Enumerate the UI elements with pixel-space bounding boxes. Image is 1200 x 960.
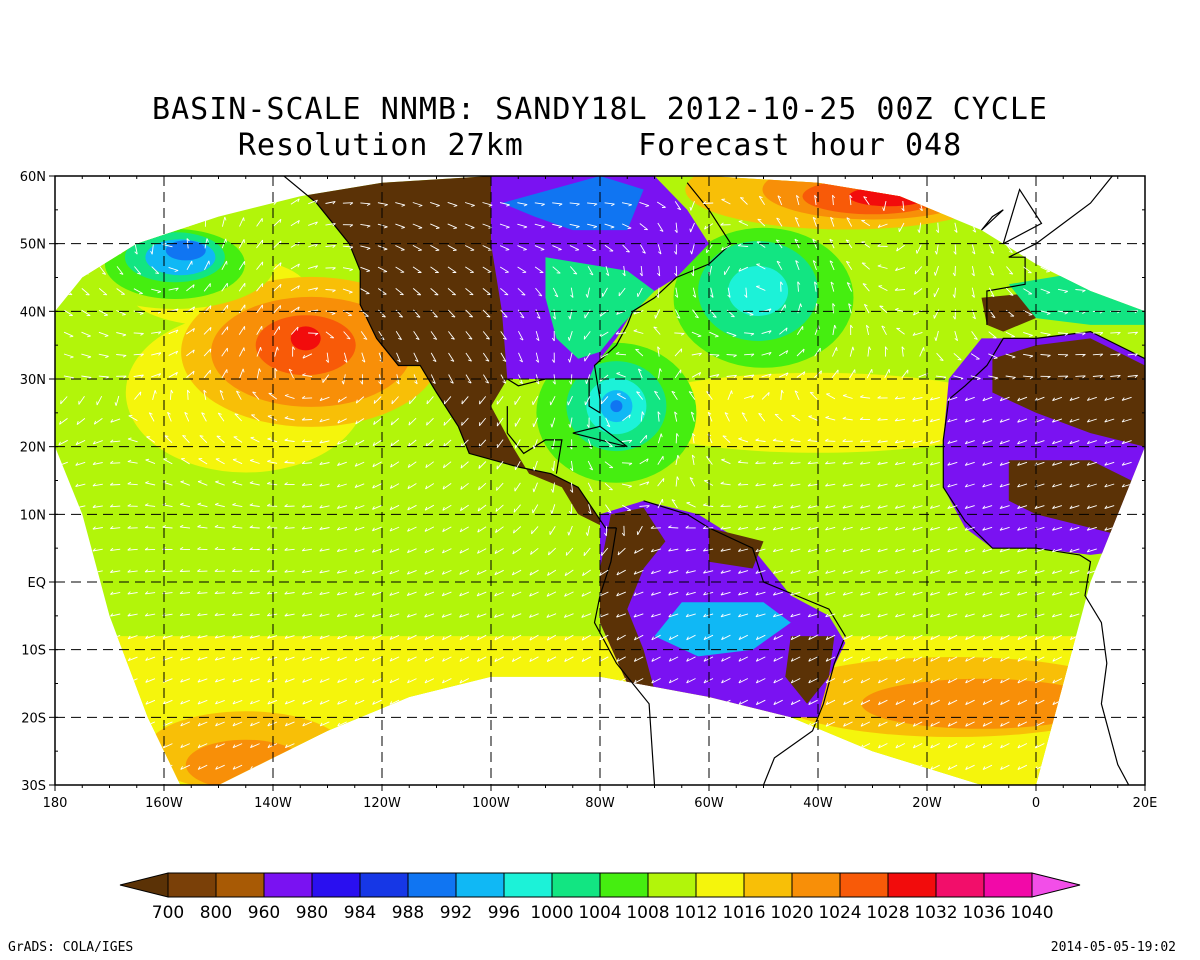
x-tick-label: 40W	[803, 796, 833, 811]
colorbar-swatch	[743, 872, 793, 898]
x-tick-label: 60W	[694, 796, 724, 811]
colorbar-level-label: 984	[344, 903, 376, 923]
chart-subtitle: Resolution 27km Forecast hour 048	[237, 128, 963, 163]
north-atlantic-1016	[618, 372, 1018, 453]
colorbar-swatch	[359, 872, 409, 898]
colorbar-swatch	[983, 872, 1033, 898]
land-guiana	[709, 527, 764, 569]
grid-lines	[55, 176, 1145, 785]
colorbar-level-label: 1020	[770, 903, 813, 923]
colorbar-level-label: 1036	[962, 903, 1005, 923]
colorbar-end-high	[1031, 872, 1081, 898]
x-tick-label: 20W	[912, 796, 942, 811]
coast-africa-west	[942, 439, 1130, 785]
pacific-high-1032	[290, 326, 321, 351]
colorbar-swatch	[887, 872, 937, 898]
colorbar-level-label: 1004	[578, 903, 621, 923]
sandy-992	[610, 400, 623, 413]
colorbar-swatch	[455, 872, 505, 898]
colorbar: 700 800 960 980 984 988 992 996 1000 1004 1008 1012…	[119, 872, 1081, 923]
colorbar-level-label: 980	[296, 903, 328, 923]
x-tick-label: 0	[1032, 796, 1040, 811]
y-tick-label: 40N	[20, 305, 46, 320]
y-tick-label: 30N	[20, 373, 46, 388]
colorbar-end-low	[119, 872, 169, 898]
y-tick-label: 20S	[21, 711, 46, 726]
sa-high-1024	[861, 678, 1102, 729]
y-tick-label: 10N	[20, 508, 46, 523]
colorbar-level-label: 992	[440, 903, 472, 923]
land-andes	[600, 507, 666, 691]
colorbar-level-label: 996	[488, 903, 520, 923]
colorbar-swatch	[263, 872, 313, 898]
colorbar-swatch	[839, 872, 889, 898]
x-tick-label: 140W	[254, 796, 292, 811]
x-tick-label: 160W	[145, 796, 183, 811]
y-tick-label: EQ	[28, 576, 46, 591]
y-tick-label: 20N	[20, 441, 46, 456]
coast-britain	[1002, 188, 1043, 245]
coast-europe	[986, 176, 1113, 325]
colorbar-level-label: 1032	[914, 903, 957, 923]
colorbar-level-label: 1012	[674, 903, 717, 923]
footer-timestamp: 2014-05-05-19:02	[1050, 940, 1176, 955]
land-sahel	[1008, 460, 1145, 542]
colorbar-level-label: 800	[200, 903, 232, 923]
chart-title: BASIN-SCALE NNMB: SANDY18L 2012-10-25 00…	[152, 92, 1048, 127]
axis-ticks: 180 160W 140W 120W 100W 80W 60W 40W 20W 0 20E 60N 50…	[20, 170, 1158, 811]
x-tick-label: 100W	[472, 796, 510, 811]
colorbar-swatch	[695, 872, 745, 898]
coast-sa-south	[762, 784, 764, 785]
np-low-992	[165, 240, 206, 261]
colorbar-swatch	[167, 872, 217, 898]
colorbar-level-label: 988	[392, 903, 424, 923]
x-tick-label: 120W	[363, 796, 401, 811]
x-tick-label: 180	[43, 796, 68, 811]
colorbar-level-label: 1008	[626, 903, 669, 923]
colorbar-swatch	[551, 872, 601, 898]
colorbar-level-label: 1000	[530, 903, 573, 923]
footer-credit: GrADS: COLA/IGES	[8, 940, 134, 955]
colorbar-level-label: 700	[152, 903, 184, 923]
colorbar-swatch	[215, 872, 265, 898]
y-tick-label: 60N	[20, 170, 46, 185]
colorbar-swatch	[311, 872, 361, 898]
coast-cuba	[572, 425, 628, 448]
colorbar-swatch	[407, 872, 457, 898]
colorbar-swatch	[647, 872, 697, 898]
na-high-1032	[848, 186, 929, 207]
y-tick-label: 10S	[21, 644, 46, 659]
colorbar-level-label: 1024	[818, 903, 861, 923]
colorbar-level-label: 1040	[1010, 903, 1053, 923]
colorbar-level-label: 1028	[866, 903, 909, 923]
colorbar-level-label: 960	[248, 903, 280, 923]
sp-high-1024	[185, 739, 306, 785]
x-tick-label: 20E	[1133, 796, 1158, 811]
colorbar-level-label: 1016	[722, 903, 765, 923]
land-brazil-highlands	[785, 636, 835, 704]
colorbar-swatch	[791, 872, 841, 898]
colorbar-swatch	[503, 872, 553, 898]
colorbar-swatch	[599, 872, 649, 898]
coast-ireland	[981, 209, 1004, 231]
na-low-1000	[728, 266, 789, 316]
colorbar-swatch	[935, 872, 985, 898]
pressure-field	[55, 176, 1145, 785]
coast-sa-west	[593, 527, 656, 785]
x-tick-label: 80W	[585, 796, 615, 811]
coast-alaska	[109, 176, 111, 177]
y-tick-label: 50N	[20, 238, 46, 253]
y-tick-label: 30S	[21, 779, 46, 794]
